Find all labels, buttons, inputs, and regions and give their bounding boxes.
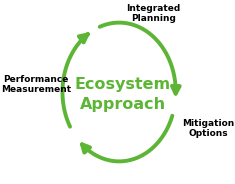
Text: Ecosystem: Ecosystem — [75, 77, 171, 92]
Text: Mitigation
Options: Mitigation Options — [182, 119, 234, 138]
Text: Performance
Measurement: Performance Measurement — [1, 75, 71, 94]
Text: Integrated
Planning: Integrated Planning — [126, 4, 180, 23]
Text: Approach: Approach — [80, 97, 166, 112]
